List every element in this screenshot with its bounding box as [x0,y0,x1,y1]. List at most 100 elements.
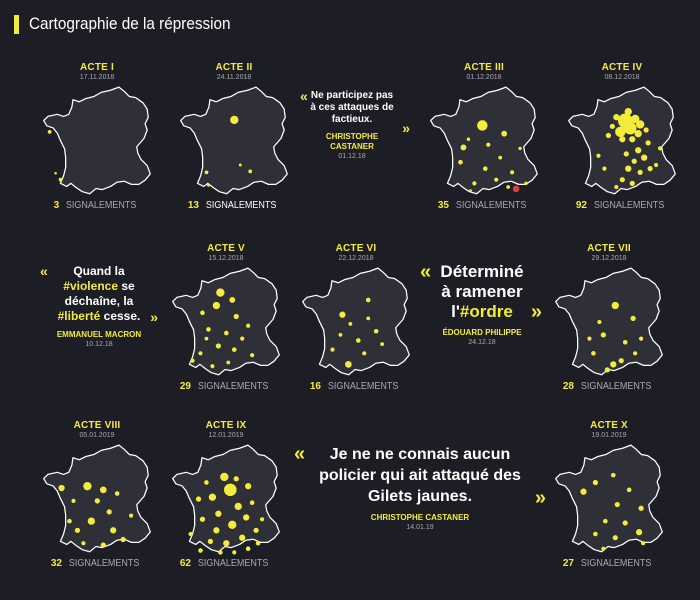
incident-dot [472,181,477,186]
acte-panel: ACTE VI 22.12.2018 16 SIGNALEMENTS [296,243,416,413]
page-title: Cartographie de la répression [29,14,231,33]
incident-dot [623,151,629,157]
incident-dot [466,137,471,141]
acte-date: 24.11.2018 [216,74,252,81]
quote-open-mark: « [294,443,306,465]
incident-dot [224,330,229,336]
incident-dot [639,336,644,341]
incident-dot [625,165,632,172]
quote-hashtag: #violence [63,279,118,293]
acte-date: 05.01.2019 [79,432,115,439]
acte-date: 12.01.2019 [208,432,244,439]
incident-dot [615,126,626,138]
incident-dot [58,177,63,182]
incident-dot [255,540,261,546]
quote-line: Gilets jaunes. [367,488,473,505]
france-outline [43,86,151,195]
acte-title: ACTE VIII [73,420,121,431]
incident-dot [239,534,246,541]
quote-author: CHRISTOPHE CASTANER [370,513,470,522]
incident-dot [231,347,237,352]
incident-dot [210,364,215,369]
quote-line: se [118,279,135,293]
count-label: SIGNALEMENTS [197,381,269,392]
acte-title: ACTE IX [205,420,247,431]
france-map [43,444,151,553]
quote-line: Déterminé [440,262,524,281]
incident-dot [67,518,72,524]
signalements-count: 3 SIGNALEMENTS [37,200,157,211]
incident-dot [597,319,602,325]
quote-date: 14.01.19 [406,524,434,531]
incident-dot [501,130,508,137]
incident-dot [629,136,636,143]
incident-dot [635,147,642,154]
count-number: 92 [575,200,587,211]
quote-hashtag: #ordre [459,302,513,321]
count-number: 3 [53,200,60,211]
incident-dot [198,548,203,553]
incident-dot [259,517,265,522]
acte-title: ACTE V [207,243,245,254]
incident-dot [622,520,628,526]
count-number: 27 [562,558,574,569]
incident-dot [587,336,592,341]
count-label: SIGNALEMENTS [197,558,269,569]
signalements-count: 32 SIGNALEMENTS [37,558,157,569]
acte-title: ACTE I [80,62,114,73]
acte-panel: ACTE X 19.01.2019 27 SIGNALEMENTS [549,420,669,590]
acte-date: 19.01.2019 [591,432,627,439]
incident-dot [641,154,648,161]
acte-date: 22.12.2018 [338,255,374,262]
france-map [43,86,151,195]
signalements-count: 35 SIGNALEMENTS [424,200,544,211]
incident-dot [232,550,237,555]
incident-dot [634,130,642,138]
acte-panel: ACTE VIII 05.01.2019 32 SIGNALEMENTS [37,420,157,590]
incident-dot [212,301,221,310]
incident-dot [619,136,626,143]
incident-dot [233,476,239,482]
incident-dot [223,540,230,547]
incident-dot [362,351,367,356]
incident-dot [74,527,81,533]
quote-line: l' [451,302,460,321]
count-number: 32 [50,558,62,569]
incident-dot [458,159,463,165]
incident-dot [494,177,499,182]
incident-dot [245,483,252,490]
incident-dot [199,516,206,522]
quote-line: à ces attaques de [310,102,394,113]
incident-dot [246,323,251,328]
incident-dot [234,502,242,511]
count-number: 13 [187,200,199,211]
incident-dot [635,529,643,536]
count-number: 16 [309,381,321,392]
france-outline [555,267,663,376]
incident-dot [128,513,134,518]
incident-dot [498,155,503,160]
incident-dot [208,493,217,501]
acte-date: 17.11.2018 [79,74,115,81]
france-outline [302,267,410,376]
incident-dot [512,185,520,193]
quote-author: ÉDOUARD PHILIPPE [442,328,522,337]
quote-open-mark: « [300,88,308,104]
france-outline [172,267,280,376]
count-number: 62 [179,558,191,569]
incident-dot [58,484,65,492]
acte-date: 08.12.2018 [604,74,640,81]
signalements-count: 13 SIGNALEMENTS [174,200,294,211]
acte-panel: ACTE I 17.11.2018 3 SIGNALEMENTS [37,62,157,232]
incident-dot [215,510,222,517]
incident-dot [195,496,202,502]
france-map [568,86,676,195]
incident-dot [204,170,209,175]
incident-dot [110,527,117,534]
incident-dot [643,127,649,133]
incident-dot [218,550,223,555]
acte-date: 15.12.2018 [208,255,244,262]
acte-date: 29.12.2018 [591,255,627,262]
france-map [302,267,410,376]
count-label: SIGNALEMENTS [327,381,399,392]
